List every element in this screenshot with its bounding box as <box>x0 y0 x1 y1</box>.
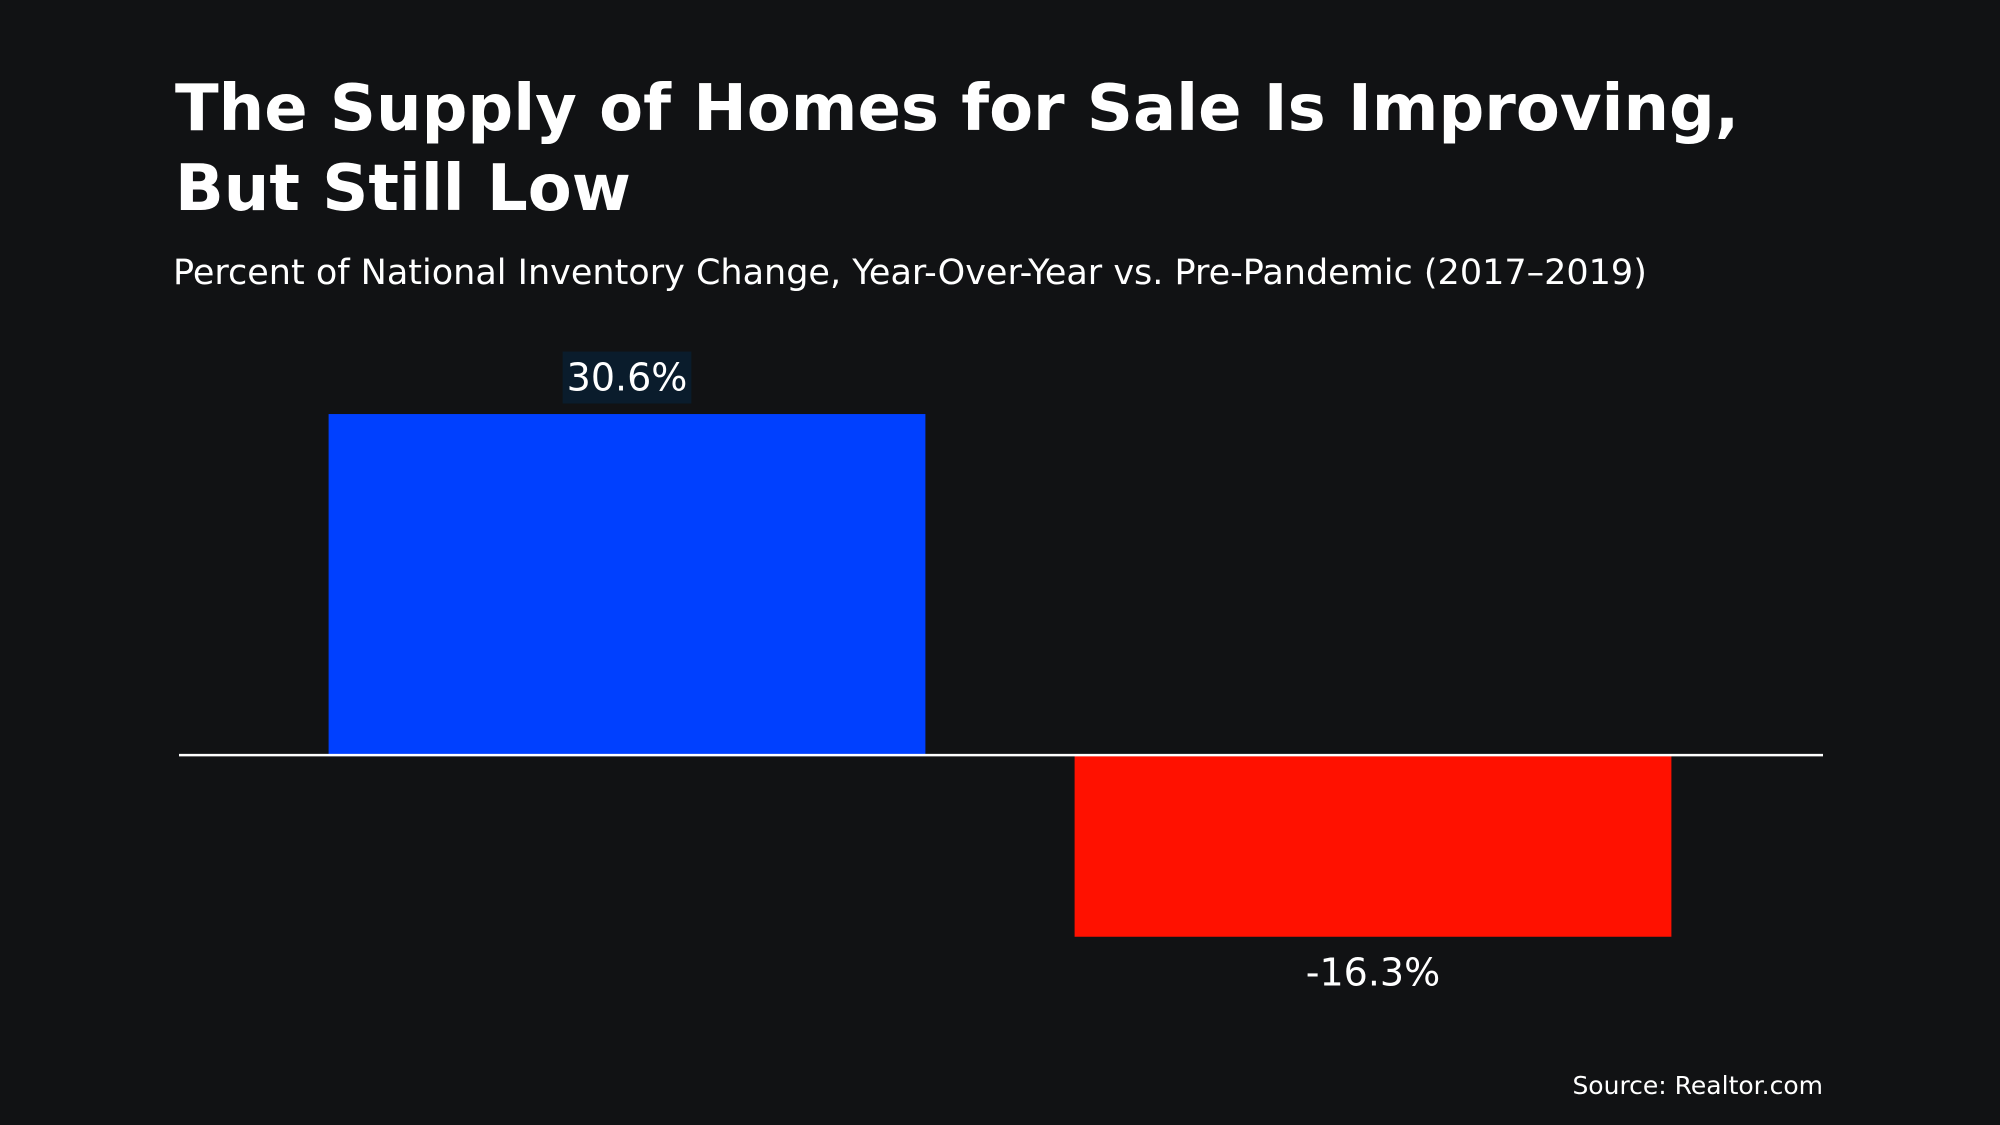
value-label: -16.3% <box>1306 950 1440 994</box>
value-label-background <box>562 351 692 404</box>
source: Source: Realtor.com <box>1572 1071 1823 1100</box>
chart-title: The Supply of Homes for Sale Is Improvin… <box>175 72 1739 226</box>
bar <box>1074 755 1672 937</box>
value-label: 30.6% <box>567 356 688 400</box>
title-line: But Still Low <box>175 152 631 226</box>
chart-subtitle: Percent of National Inventory Change, Ye… <box>173 253 1647 293</box>
bar <box>328 414 926 756</box>
title-line: The Supply of Homes for Sale Is Improvin… <box>175 72 1739 146</box>
